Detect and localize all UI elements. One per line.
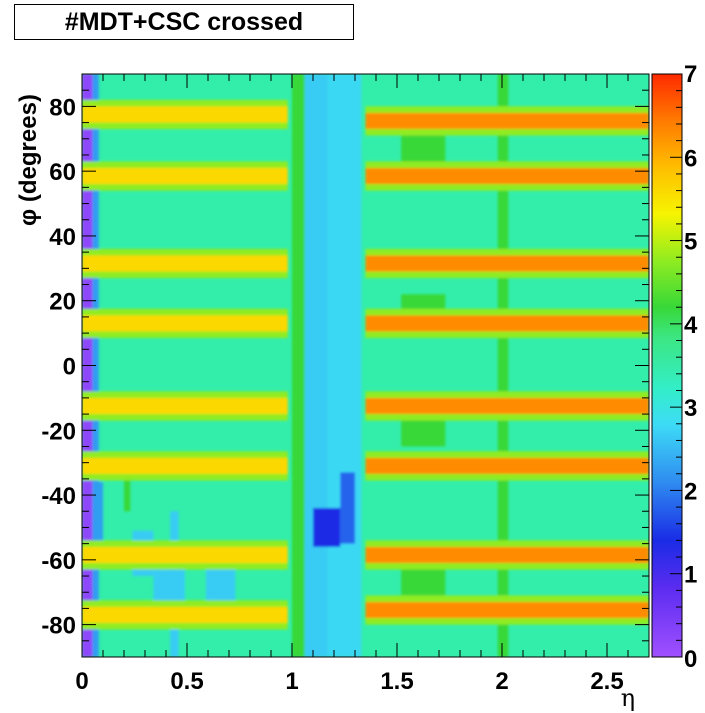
heat-stripe bbox=[82, 255, 288, 272]
y-tick-label: -60 bbox=[41, 548, 76, 575]
heat-cell bbox=[327, 74, 362, 657]
heat-cell bbox=[497, 74, 509, 657]
color-scale-label: 6 bbox=[684, 145, 697, 172]
x-tick-label: 1.5 bbox=[380, 668, 413, 695]
heat-stripe bbox=[82, 457, 288, 474]
y-tick-label: 80 bbox=[49, 94, 76, 121]
chart-title: #MDT+CSC crossed bbox=[14, 4, 354, 40]
heat-cell bbox=[292, 74, 305, 657]
color-scale-label: 3 bbox=[684, 395, 697, 422]
color-scale-label: 2 bbox=[684, 478, 697, 505]
color-scale-label: 1 bbox=[684, 562, 697, 589]
y-axis: 80 60 40 20 0 -20 -40 -60 -80 bbox=[41, 73, 649, 658]
heat-cell bbox=[313, 508, 341, 547]
heatmap-cells bbox=[82, 74, 649, 657]
heat-stripe bbox=[82, 106, 288, 123]
x-tick-label: 1 bbox=[285, 668, 298, 695]
y-axis-title: φ (degrees) bbox=[15, 94, 42, 226]
heat-cell bbox=[170, 511, 179, 657]
heat-stripe bbox=[82, 606, 288, 623]
x-tick-label: 2 bbox=[495, 668, 508, 695]
x-tick-label: 0.5 bbox=[170, 668, 203, 695]
heat-stripe bbox=[82, 546, 288, 563]
heat-cell bbox=[340, 472, 355, 544]
y-tick-label: 40 bbox=[49, 224, 76, 251]
heat-stripe bbox=[82, 397, 288, 415]
color-scale-bar bbox=[651, 73, 683, 658]
heat-stripe bbox=[365, 397, 649, 415]
heat-cell bbox=[302, 74, 328, 657]
y-tick-label: -20 bbox=[41, 418, 76, 445]
x-axis-title: η bbox=[621, 684, 635, 712]
heat-stripe bbox=[365, 315, 649, 332]
x-tick-label: 0 bbox=[75, 668, 88, 695]
heat-stripe bbox=[365, 255, 649, 272]
heat-cell bbox=[98, 482, 103, 554]
heat-regions bbox=[82, 74, 649, 657]
heat-stripe bbox=[365, 168, 649, 185]
color-scale-label: 7 bbox=[684, 61, 697, 88]
y-tick-label: 20 bbox=[49, 289, 76, 316]
x-tick-label: 2.5 bbox=[590, 668, 623, 695]
y-tick-label: -80 bbox=[41, 613, 76, 640]
heat-stripe bbox=[82, 168, 288, 185]
y-tick-label: -40 bbox=[41, 483, 76, 510]
color-scale-label: 4 bbox=[684, 312, 698, 339]
heat-stripe bbox=[365, 546, 649, 563]
y-tick-label: 0 bbox=[63, 354, 76, 381]
y-tick-label: 60 bbox=[49, 159, 76, 186]
color-scale-label: 5 bbox=[684, 229, 697, 256]
heat-cell bbox=[401, 417, 446, 447]
heat-stripe bbox=[365, 602, 649, 619]
x-axis: 0 0.5 1 1.5 2 2.5 bbox=[75, 74, 650, 695]
color-scale: 0 1 2 3 4 5 6 7 bbox=[651, 61, 698, 673]
heat-stripe bbox=[365, 457, 649, 474]
heat-stripe bbox=[365, 112, 649, 129]
heat-stripe bbox=[82, 315, 288, 332]
color-scale-label: 0 bbox=[684, 646, 697, 673]
heat-cell bbox=[124, 472, 131, 512]
